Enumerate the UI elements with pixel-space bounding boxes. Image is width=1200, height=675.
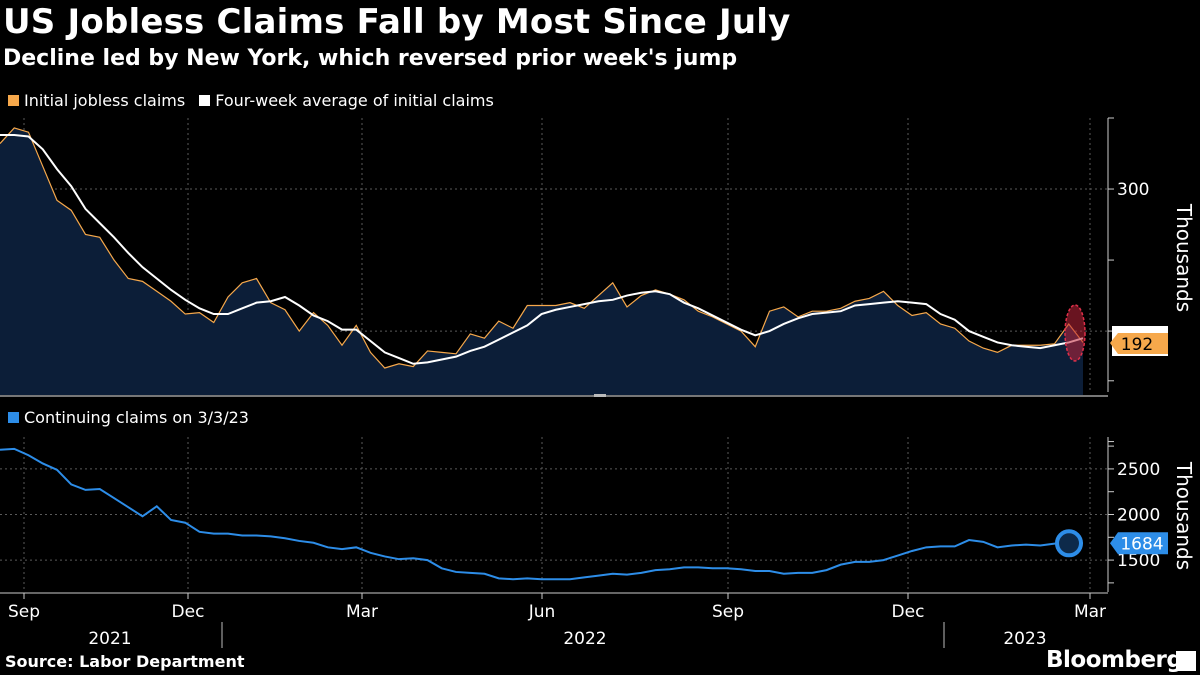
continuing-value-badge (1110, 532, 1168, 555)
continuing-claims-line (0, 447, 1083, 581)
bottom-legend: Continuing claims on 3/3/23 (8, 408, 263, 427)
chart-subtitle: Decline led by New York, which reversed … (3, 46, 738, 71)
bottom-ytick-label: 2000 (1117, 506, 1160, 526)
top-ylabel: Thousands (1172, 203, 1196, 312)
highlight-ellipse (1064, 304, 1086, 362)
bottom-ylabel: Thousands (1172, 461, 1196, 570)
bloomberg-icon (1176, 651, 1196, 671)
x-tick-label: Dec (172, 602, 205, 622)
chart-title: US Jobless Claims Fall by Most Since Jul… (3, 2, 791, 42)
four-week-average-line (0, 134, 1084, 365)
markers: 192 1684 (1055, 304, 1168, 558)
brand-logo: Bloomberg (1046, 647, 1183, 673)
legend-label-initial: Initial jobless claims (24, 91, 186, 110)
legend-item-continuing: Continuing claims on 3/3/23 (8, 408, 249, 427)
x-tick-label: Sep (8, 602, 40, 622)
initial-value-label: 192 (1121, 335, 1153, 355)
area-fills (0, 127, 1083, 395)
axes: 300 1500 2000 2500 Sep Dec Mar Jun Sep Dec Mar 2021… (0, 117, 1160, 649)
legend-swatch-continuing (8, 412, 19, 423)
legend-swatch-average (199, 95, 211, 106)
legend-label-continuing: Continuing claims on 3/3/23 (24, 408, 249, 427)
continuing-value-label: 1684 (1120, 534, 1163, 554)
x-tick-label: Jun (528, 602, 556, 622)
top-ytick-label: 300 (1117, 180, 1149, 200)
initial-value-badge (1110, 333, 1168, 354)
legend-swatch-initial (8, 95, 19, 106)
x-tick-label: Sep (712, 602, 744, 622)
x-tick-label: Dec (892, 602, 925, 622)
year-label: 2021 (88, 629, 131, 649)
legend-item-average: Four-week average of initial claims (199, 91, 494, 110)
year-label: 2022 (563, 629, 606, 649)
initial-claims-area (0, 127, 1083, 395)
bottom-ytick-label: 1500 (1117, 551, 1160, 571)
panel-handle (594, 394, 606, 397)
top-legend: Initial jobless claims Four-week average… (8, 91, 508, 110)
source-note: Source: Labor Department (5, 652, 245, 671)
initial-claims-line (0, 127, 1084, 369)
year-label: 2023 (1003, 629, 1046, 649)
x-tick-label: Mar (346, 602, 378, 622)
x-tick-label: Mar (1074, 602, 1106, 622)
legend-item-initial: Initial jobless claims (8, 91, 185, 110)
legend-label-average: Four-week average of initial claims (215, 91, 494, 110)
bottom-ytick-label: 2500 (1117, 460, 1160, 480)
series-lines (0, 127, 1084, 581)
highlight-circle (1055, 529, 1083, 558)
